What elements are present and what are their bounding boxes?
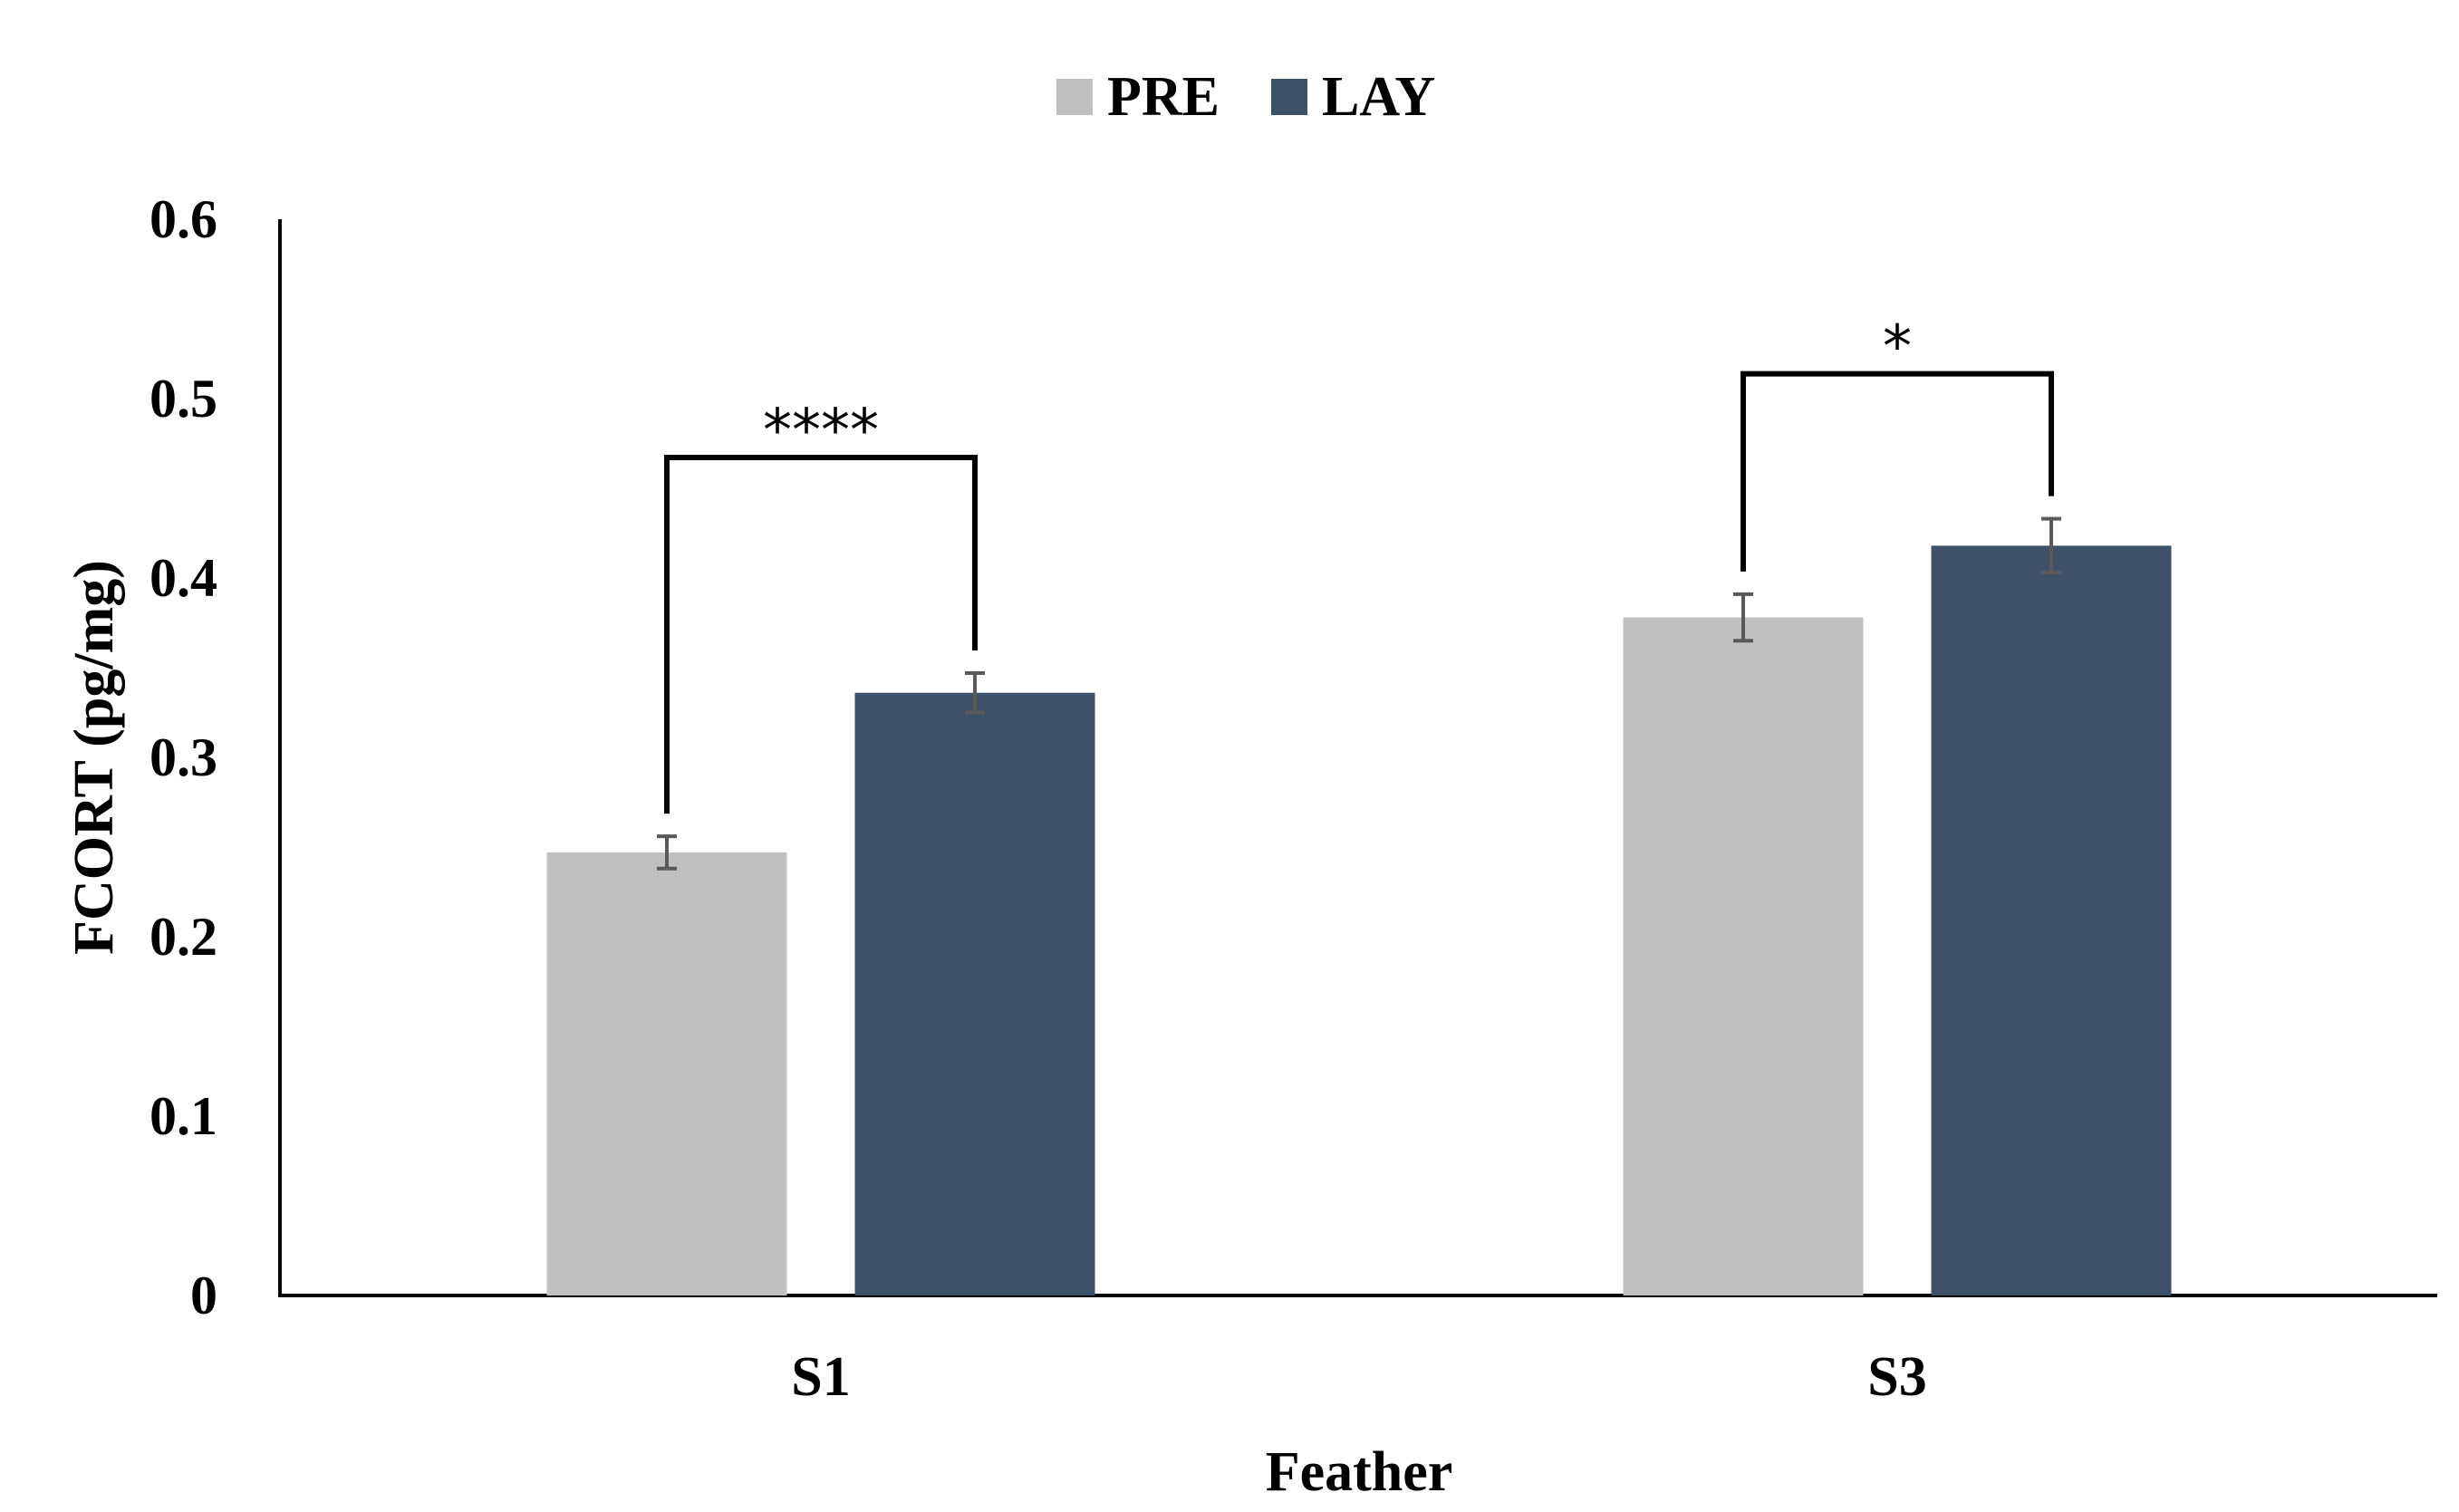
y-tick-label: 0 <box>190 1266 217 1325</box>
y-axis-title: FCORT (pg/mg) <box>63 560 125 955</box>
y-tick-label: 0.1 <box>149 1086 217 1146</box>
legend-label-pre: PRE <box>1107 66 1220 128</box>
y-tick-label: 0.5 <box>149 369 217 429</box>
error-bar-pre-s3 <box>1733 592 1753 643</box>
bars-group <box>546 545 2172 1295</box>
legend-swatch-pre <box>1056 79 1093 115</box>
y-tick-label: 0.3 <box>149 727 217 787</box>
x-axis-title: Feather <box>1266 1441 1453 1503</box>
significance-label: * <box>1883 314 1912 381</box>
y-tick-label: 0.2 <box>149 907 217 967</box>
legend-swatch-lay <box>1271 79 1307 115</box>
significance-label: **** <box>763 398 879 465</box>
x-category-label: S3 <box>1867 1346 1926 1408</box>
bar-lay-s1 <box>854 692 1095 1295</box>
error-bar-lay-s3 <box>2041 516 2061 575</box>
error-bar-lay-s1 <box>965 670 985 715</box>
y-tick-label: 0.4 <box>149 548 217 608</box>
x-category-label: S1 <box>791 1346 850 1408</box>
bar-pre-s3 <box>1623 617 1864 1295</box>
error-bar-pre-s1 <box>657 834 677 871</box>
legend: PRE LAY <box>1056 66 1435 128</box>
legend-label-lay: LAY <box>1322 66 1435 128</box>
y-tick-label: 0.6 <box>149 189 217 249</box>
x-axis-categories: S1 S3 <box>791 1346 1926 1408</box>
significance-bracket-s1: **** <box>664 398 978 814</box>
bar-lay-s3 <box>1931 545 2172 1295</box>
bar-pre-s1 <box>546 852 787 1295</box>
significance-bracket-s3: * <box>1741 314 2054 572</box>
y-axis-ticks: 0 0.1 0.2 0.3 0.4 0.5 0.6 <box>149 189 217 1325</box>
significance-brackets: ***** <box>664 314 2054 814</box>
error-bars-group <box>657 516 2061 871</box>
